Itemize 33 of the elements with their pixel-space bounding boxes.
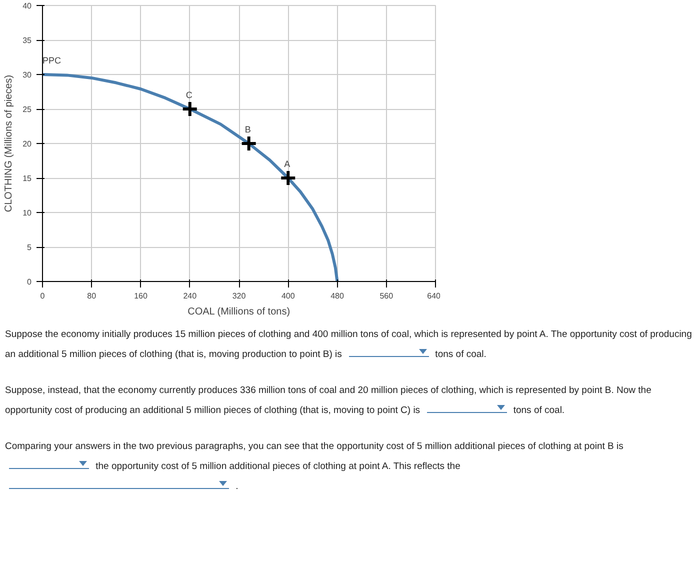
y-tick-label: 15: [22, 174, 32, 183]
text: tons of coal.: [435, 349, 486, 360]
text: .: [236, 481, 238, 492]
point: [280, 170, 297, 186]
text: Comparing your answers in the two previous paragraphs, you can see that the opportunity cost of 5 million additional pieces of clothing at point B is: [5, 441, 624, 452]
point: [240, 135, 258, 152]
annotation: C: [186, 90, 193, 100]
point: [181, 100, 198, 118]
y-tick-label: 0: [27, 278, 32, 286]
annotation: PPC: [42, 56, 62, 66]
y-tick-label: 20: [22, 140, 32, 148]
y-tick-label: 5: [27, 243, 32, 252]
x-tick-label: 240: [183, 292, 198, 300]
annotation: A: [284, 159, 290, 169]
x-tick-label: 320: [232, 292, 246, 300]
x-tick-label: 160: [134, 292, 148, 300]
y-tick-label: 35: [22, 36, 32, 45]
y-tick-label: 10: [22, 208, 32, 218]
y-axis-title: CLOTHING (Millions of pieces): [4, 74, 15, 212]
text: the opportunity cost of 5 million additional pieces of clothing at point A. This reflects the: [96, 461, 460, 472]
x-tick-label: 80: [87, 292, 97, 300]
y-tick-label: 30: [22, 70, 32, 80]
x-tick-label: 480: [330, 292, 344, 300]
x-tick-label: 400: [281, 292, 296, 300]
text: tons of coal.: [513, 405, 565, 416]
y-tick-label: 40: [22, 2, 32, 10]
annotation: B: [244, 124, 251, 134]
y-tick-label: 25: [22, 105, 32, 114]
line-series: [42, 73, 339, 282]
x-tick-label: 0: [40, 292, 46, 300]
x-tick-label: 640: [427, 292, 442, 300]
x-axis-title: COAL (Millions of tons): [188, 306, 290, 318]
x-tick-label: 560: [380, 292, 394, 300]
